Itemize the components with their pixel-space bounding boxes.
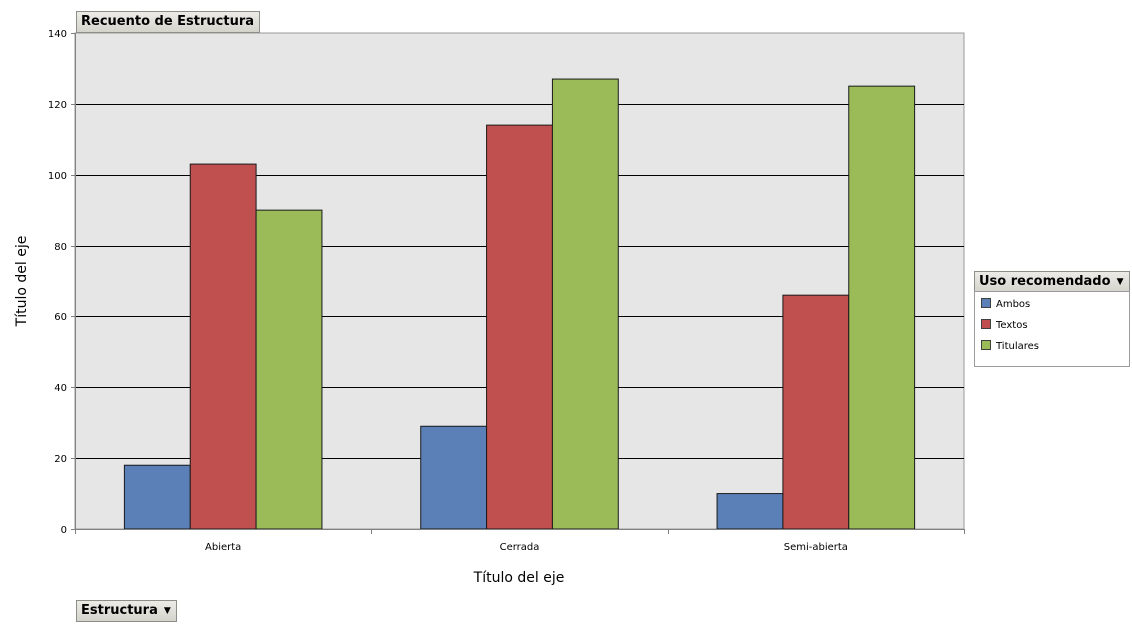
bar[interactable] [189, 163, 257, 530]
y-tick-label: 0 [61, 525, 67, 536]
legend-swatch [981, 319, 991, 329]
x-tick-label: Abierta [205, 542, 241, 553]
y-tick-label: 100 [48, 171, 67, 182]
y-tick-label: 60 [54, 312, 67, 323]
y-tick-labels: 0 20 40 60 80 100 120 140 [48, 29, 67, 536]
legend-title: Uso recomendado [979, 274, 1111, 289]
bar[interactable] [716, 493, 784, 530]
legend-item: Ambos [981, 298, 1030, 312]
axis-field-button[interactable]: Estructura ▼ [76, 600, 177, 622]
y-tick-label: 120 [48, 100, 67, 111]
bar[interactable] [782, 294, 850, 530]
measure-field-label: Recuento de Estructura [81, 14, 255, 29]
x-tick-labels: Abierta Cerrada Semi-abierta [205, 542, 848, 553]
y-tick-label: 140 [48, 29, 67, 40]
axis-field-label: Estructura [81, 603, 158, 618]
legend-field-button[interactable]: Uso recomendado ▼ [974, 271, 1130, 293]
bar[interactable] [255, 209, 323, 530]
y-tick-label: 80 [54, 242, 67, 253]
measure-field-button[interactable]: Recuento de Estructura [76, 11, 261, 33]
legend: Uso recomendado ▼ Ambos Textos Titulares [974, 271, 1130, 367]
bar[interactable] [420, 425, 488, 530]
bars [123, 78, 916, 530]
bar[interactable] [486, 124, 553, 530]
legend-box: Ambos Textos Titulares [974, 291, 1130, 367]
legend-label: Textos [996, 320, 1028, 331]
y-axis-title: Título del eje [14, 236, 30, 328]
bar[interactable] [848, 85, 916, 530]
legend-label: Ambos [996, 299, 1031, 310]
bar[interactable] [551, 78, 619, 530]
y-tick-label: 20 [54, 454, 67, 465]
x-tick-label: Semi-abierta [784, 542, 848, 553]
bar[interactable] [123, 464, 191, 530]
x-axis-title: Título del eje [473, 570, 565, 586]
dropdown-arrow-icon: ▼ [1116, 277, 1124, 287]
y-tick-label: 40 [54, 383, 67, 394]
legend-item: Titulares [981, 340, 1039, 354]
x-tick-label: Cerrada [500, 542, 540, 553]
legend-item: Textos [981, 319, 1028, 333]
dropdown-arrow-icon: ▼ [163, 606, 171, 616]
legend-swatch [981, 298, 991, 308]
axes [71, 33, 965, 534]
legend-label: Titulares [996, 341, 1039, 352]
legend-swatch [981, 340, 991, 350]
